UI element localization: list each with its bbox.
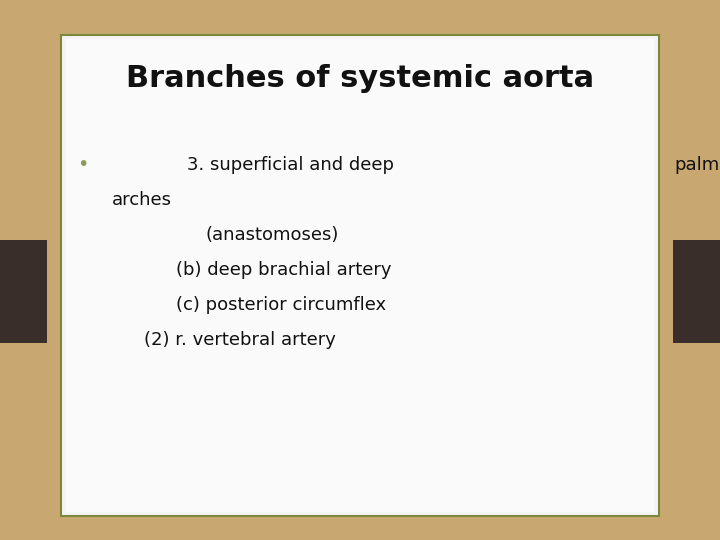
Text: (c) posterior circumflex: (c) posterior circumflex: [176, 296, 387, 314]
Text: palmar: palmar: [674, 156, 720, 174]
Bar: [673, 240, 720, 343]
Text: Branches of systemic aorta: Branches of systemic aorta: [126, 64, 594, 93]
Text: (b) deep brachial artery: (b) deep brachial artery: [176, 261, 392, 279]
Text: (2) r. vertebral artery: (2) r. vertebral artery: [144, 331, 336, 349]
Text: 3. superficial and deep: 3. superficial and deep: [187, 156, 395, 174]
Bar: [0, 240, 47, 343]
Text: (anastomoses): (anastomoses): [205, 226, 338, 244]
Bar: [61, 35, 659, 516]
Bar: [66, 39, 654, 512]
Text: •: •: [77, 155, 89, 174]
Text: arches: arches: [112, 191, 171, 209]
